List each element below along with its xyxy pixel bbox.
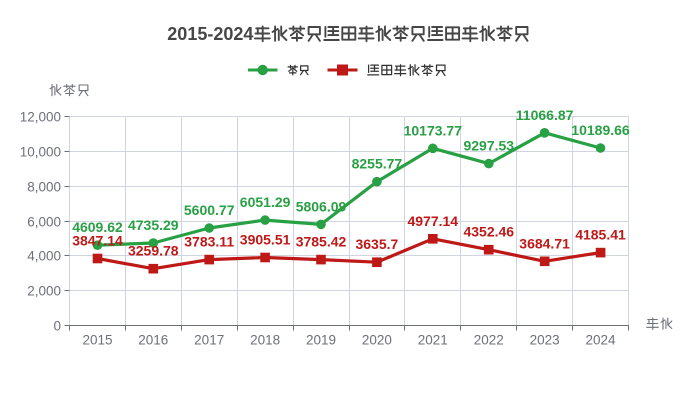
svg-text:4,000: 4,000 — [27, 248, 61, 263]
svg-text:10,000: 10,000 — [20, 144, 61, 159]
svg-text:3783.11: 3783.11 — [184, 234, 234, 250]
svg-text:2020: 2020 — [362, 333, 392, 348]
svg-text:0: 0 — [53, 318, 61, 333]
svg-text:2021: 2021 — [418, 333, 448, 348]
svg-text:10173.77: 10173.77 — [404, 122, 463, 138]
svg-text:5806.09: 5806.09 — [296, 198, 347, 214]
svg-text:9297.53: 9297.53 — [463, 138, 514, 154]
svg-text:6051.29: 6051.29 — [240, 194, 291, 210]
svg-text:3259.78: 3259.78 — [128, 243, 179, 259]
svg-text:4977.14: 4977.14 — [407, 213, 458, 229]
svg-text:6,000: 6,000 — [27, 214, 61, 229]
svg-text:2017: 2017 — [194, 333, 224, 348]
svg-text:8,000: 8,000 — [27, 179, 61, 194]
svg-text:2015-2024: 2015-2024 — [167, 24, 253, 44]
svg-text:3635.7: 3635.7 — [355, 236, 398, 252]
svg-text:2015: 2015 — [82, 333, 112, 348]
svg-text:12,000: 12,000 — [20, 109, 61, 124]
svg-text:3847.14: 3847.14 — [72, 233, 123, 249]
svg-text:3785.42: 3785.42 — [296, 234, 347, 250]
svg-text:3905.51: 3905.51 — [240, 232, 291, 248]
svg-text:3684.71: 3684.71 — [519, 235, 570, 251]
svg-text:4609.62: 4609.62 — [72, 219, 123, 235]
svg-text:10189.66: 10189.66 — [571, 122, 630, 138]
svg-text:11066.87: 11066.87 — [516, 107, 574, 123]
svg-text:5600.77: 5600.77 — [184, 202, 235, 218]
svg-text:2018: 2018 — [250, 333, 280, 348]
svg-text:8255.77: 8255.77 — [352, 156, 403, 172]
svg-text:2024: 2024 — [585, 333, 616, 348]
svg-text:2,000: 2,000 — [27, 283, 61, 298]
svg-text:4352.46: 4352.46 — [463, 224, 514, 240]
svg-text:4185.41: 4185.41 — [575, 227, 626, 243]
svg-text:2023: 2023 — [530, 333, 560, 348]
svg-text:2019: 2019 — [306, 333, 336, 348]
svg-text:4735.29: 4735.29 — [128, 217, 179, 233]
svg-text:2016: 2016 — [138, 333, 168, 348]
svg-text:2022: 2022 — [474, 333, 504, 348]
